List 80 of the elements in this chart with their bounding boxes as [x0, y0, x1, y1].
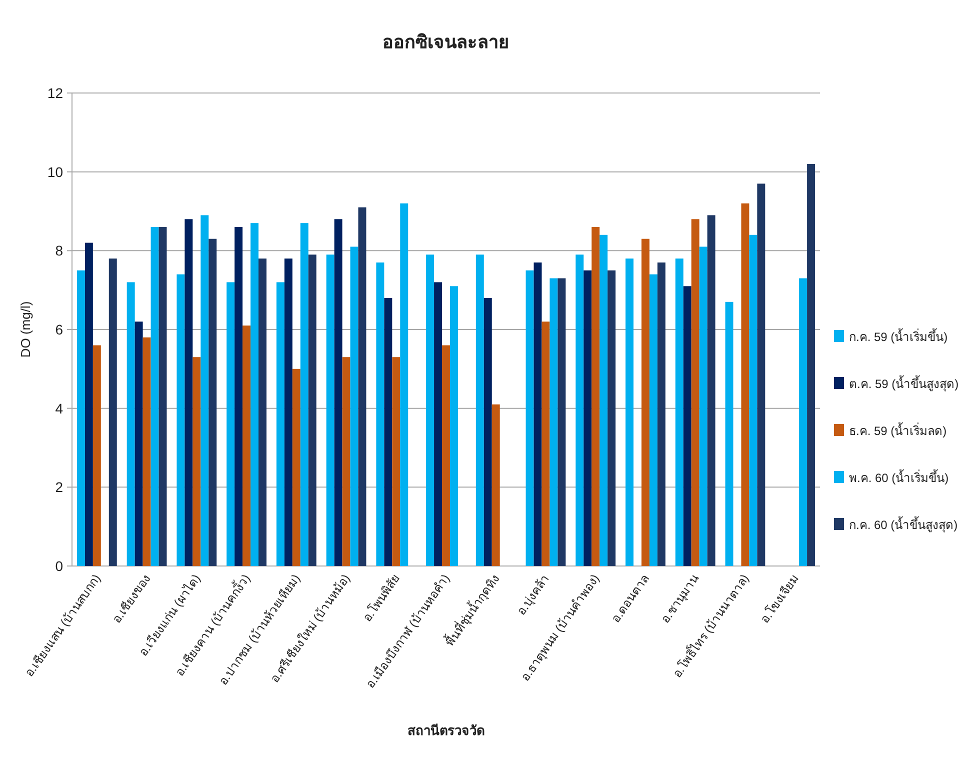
y-tick-label: 0 — [55, 558, 64, 574]
bar — [250, 223, 258, 566]
bar — [741, 203, 750, 566]
bar — [384, 298, 392, 566]
bar — [108, 258, 117, 566]
bar — [608, 270, 616, 566]
bar — [376, 262, 384, 566]
bar — [200, 215, 209, 566]
bar — [576, 254, 584, 566]
bar — [292, 368, 300, 566]
bar — [450, 286, 458, 566]
bar — [799, 278, 808, 566]
bar — [84, 242, 93, 566]
bar — [434, 282, 442, 566]
bar — [308, 254, 316, 566]
bar — [442, 345, 450, 566]
bar — [534, 262, 542, 566]
bar — [242, 326, 251, 566]
bar — [683, 286, 692, 566]
legend-label: ธ.ค. 59 (น้ำเริ่มลด) — [849, 422, 947, 438]
bar — [691, 219, 700, 566]
bar — [725, 302, 734, 566]
bar — [184, 219, 193, 566]
bar — [234, 227, 243, 566]
bar — [600, 234, 608, 566]
bar — [226, 282, 235, 566]
legend-label: ต.ค. 59 (น้ำขึ้นสูงสุด) — [849, 375, 959, 392]
bar — [807, 164, 816, 566]
bar — [484, 298, 492, 566]
bar — [142, 337, 151, 566]
bar — [258, 258, 266, 566]
y-tick-label: 8 — [55, 242, 64, 259]
y-tick-label: 10 — [47, 164, 64, 180]
bar — [749, 234, 758, 566]
bar — [284, 258, 292, 566]
bar — [350, 246, 358, 566]
bar — [158, 227, 167, 566]
bar — [592, 227, 600, 566]
y-tick-label: 2 — [55, 479, 64, 496]
bar — [400, 203, 408, 566]
bar — [657, 262, 666, 566]
legend-label: ก.ค. 60 (น้ำขึ้นสูงสุด) — [849, 516, 958, 533]
bar — [558, 278, 566, 566]
legend-label: ก.ค. 59 (น้ำเริ่มขึ้น) — [849, 328, 948, 344]
y-axis-title: DO (mg/l) — [18, 301, 33, 358]
bar — [699, 246, 708, 566]
bar — [550, 278, 558, 566]
bar — [675, 258, 684, 566]
bar — [626, 258, 634, 566]
bar — [326, 254, 334, 566]
bar — [192, 357, 201, 566]
bar — [492, 404, 500, 566]
bar — [584, 270, 592, 566]
bar — [476, 254, 484, 566]
bar — [426, 254, 434, 566]
bar — [150, 227, 159, 566]
bar — [542, 322, 550, 566]
bar — [649, 274, 658, 566]
bar — [334, 219, 342, 566]
bar — [276, 282, 284, 566]
bar — [92, 345, 101, 566]
bar — [208, 238, 217, 566]
bar — [76, 270, 85, 566]
bar — [526, 270, 534, 566]
x-axis-title: สถานีตรวจวัด — [408, 723, 484, 738]
bar — [176, 274, 185, 566]
bar — [342, 357, 350, 566]
bar — [126, 282, 135, 566]
legend-label: พ.ค. 60 (น้ำเริ่มขึ้น) — [849, 469, 949, 485]
bar — [392, 357, 400, 566]
y-tick-label: 6 — [55, 322, 64, 338]
bar — [300, 223, 308, 566]
bar — [757, 184, 766, 566]
y-tick-label: 4 — [55, 400, 64, 416]
bar — [641, 238, 650, 566]
y-tick-label: 12 — [47, 85, 64, 101]
bar — [358, 207, 366, 566]
bar — [707, 215, 716, 566]
chart-title: ออกซิเจนละลาย — [382, 32, 510, 52]
bar — [134, 322, 143, 566]
